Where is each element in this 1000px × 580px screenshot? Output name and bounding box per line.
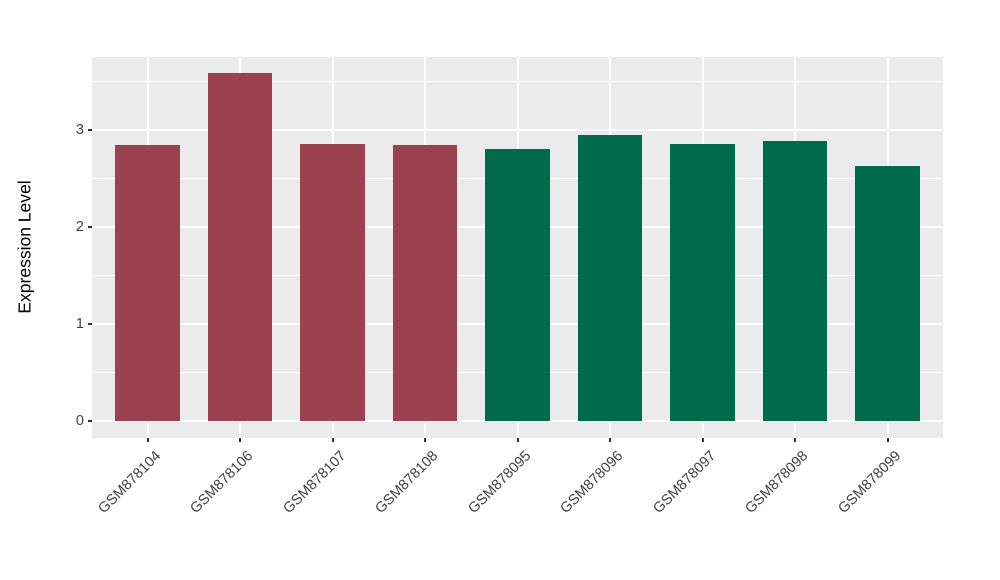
x-tick-mark (146, 438, 149, 442)
bar-GSM878104 (115, 145, 180, 421)
x-tick-mark (886, 438, 889, 442)
x-tick-mark (331, 438, 334, 442)
bar-GSM878098 (762, 141, 828, 421)
y-tick-mark (88, 225, 92, 228)
x-tick-mark (794, 438, 796, 442)
bar-GSM878096 (577, 134, 643, 421)
x-tick-mark (239, 438, 241, 442)
plot-panel (92, 57, 943, 438)
bar-GSM878095 (485, 149, 550, 421)
x-tick-mark (701, 438, 704, 442)
y-axis-title: Expression Level (14, 180, 35, 314)
y-tick-label: 2 (75, 218, 84, 235)
y-tick-label: 0 (75, 412, 84, 429)
y-tick-mark (88, 128, 92, 131)
bar-GSM878108 (392, 145, 458, 421)
bar-GSM878107 (300, 144, 365, 421)
x-tick-mark (424, 438, 426, 442)
y-tick-mark (88, 322, 92, 325)
bar-GSM878099 (855, 165, 920, 421)
bar-GSM878097 (670, 144, 735, 421)
y-tick-label: 3 (75, 121, 84, 138)
x-tick-mark (609, 438, 611, 442)
x-tick-mark (516, 438, 519, 442)
bar-GSM878106 (207, 73, 273, 421)
y-tick-mark (88, 419, 92, 422)
y-tick-label: 1 (75, 315, 84, 332)
